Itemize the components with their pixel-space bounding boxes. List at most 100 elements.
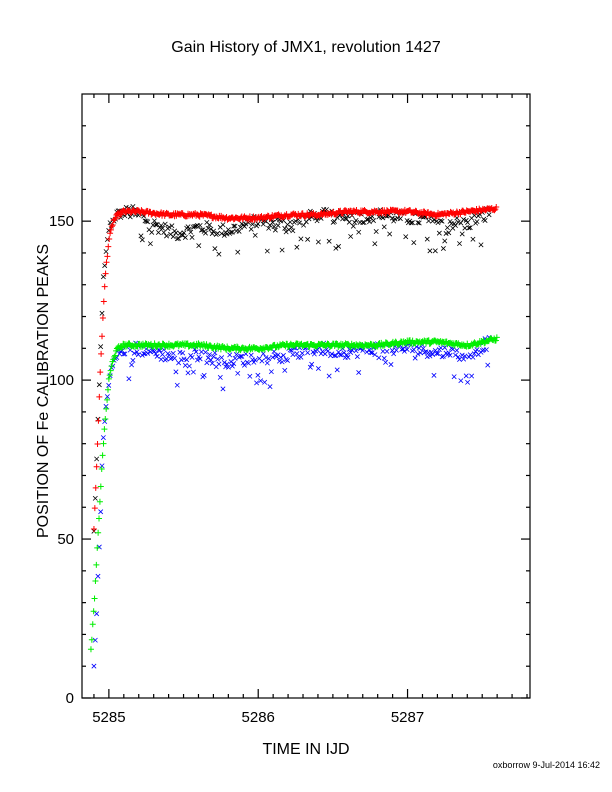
data-marker-2 [345, 354, 351, 360]
data-marker-0 [100, 274, 106, 280]
data-marker-0 [442, 238, 448, 244]
data-marker-2 [193, 349, 199, 355]
data-marker-0 [208, 226, 214, 232]
data-marker-2 [401, 348, 407, 354]
fit-marker-1 [275, 211, 282, 218]
data-marker-0 [305, 236, 311, 242]
data-marker-2 [172, 355, 178, 361]
data-marker-2 [418, 350, 424, 356]
data-marker-2 [298, 354, 304, 360]
data-marker-0 [193, 223, 199, 229]
fit-marker-1 [91, 505, 98, 512]
fit-marker-3 [493, 334, 500, 341]
x-tick-label: 5287 [391, 709, 424, 726]
series-3 [87, 334, 500, 653]
fit-marker-1 [109, 221, 116, 228]
chart-title: Gain History of JMX1, revolution 1427 [171, 39, 441, 56]
fit-marker-3 [104, 386, 111, 393]
data-marker-0 [470, 236, 476, 242]
data-marker-2 [422, 349, 428, 355]
fit-marker-1 [96, 393, 103, 400]
data-marker-2 [102, 419, 108, 425]
data-marker-0 [174, 236, 180, 242]
fit-marker-3 [142, 340, 149, 347]
data-marker-0 [99, 310, 105, 316]
data-marker-0 [158, 222, 164, 228]
data-marker-2 [325, 348, 331, 354]
data-marker-2 [372, 352, 378, 358]
data-marker-0 [346, 219, 352, 225]
data-marker-2 [209, 360, 215, 366]
data-marker-2 [96, 544, 102, 550]
fit-marker-1 [101, 283, 108, 290]
data-marker-2 [98, 509, 104, 515]
data-marker-0 [461, 217, 467, 223]
data-marker-0 [380, 215, 386, 221]
data-marker-2 [416, 345, 422, 351]
data-marker-0 [96, 382, 102, 388]
data-marker-0 [143, 218, 149, 224]
data-marker-2 [95, 573, 101, 579]
data-marker-0 [298, 236, 304, 242]
fit-marker-3 [119, 344, 126, 351]
axis-ticks [82, 94, 530, 699]
data-marker-2 [446, 350, 452, 356]
data-marker-2 [279, 359, 285, 365]
data-marker-2 [231, 361, 237, 367]
data-marker-0 [190, 224, 196, 230]
data-marker-2 [393, 347, 399, 353]
fit-marker-1 [98, 350, 105, 357]
fit-marker-1 [99, 333, 106, 340]
data-marker-0 [264, 248, 270, 254]
plot-frame [81, 93, 531, 699]
fit-marker-3 [106, 372, 113, 379]
data-marker-0 [438, 218, 444, 224]
data-marker-0 [301, 222, 307, 228]
data-marker-2 [412, 355, 418, 361]
data-marker-2 [266, 356, 272, 362]
data-marker-2 [251, 359, 257, 365]
data-marker-2 [185, 370, 191, 376]
data-marker-2 [180, 350, 186, 356]
fit-marker-3 [89, 621, 96, 628]
data-marker-2 [341, 350, 347, 356]
data-marker-0 [289, 224, 294, 230]
x-tick-label: 5286 [242, 709, 275, 726]
data-marker-0 [294, 244, 300, 250]
data-marker-0 [92, 495, 98, 501]
data-marker-0 [248, 226, 254, 232]
data-marker-0 [372, 241, 378, 247]
data-marker-2 [485, 362, 491, 368]
data-marker-0 [323, 207, 329, 213]
data-marker-2 [104, 394, 110, 400]
data-marker-2 [431, 372, 437, 378]
series-0 [91, 204, 492, 534]
data-marker-2 [197, 356, 203, 362]
data-marker-0 [228, 229, 234, 235]
fit-marker-3 [99, 452, 106, 459]
fit-marker-3 [102, 416, 109, 423]
axis-tick-labels: 5285 5286 5287 0 50 100 150 [49, 213, 424, 726]
data-marker-2 [220, 386, 226, 392]
data-marker-2 [228, 359, 234, 365]
data-marker-0 [373, 229, 379, 235]
data-marker-0 [275, 223, 281, 229]
data-marker-0 [138, 233, 144, 239]
fit-marker-1 [103, 259, 110, 266]
data-marker-2 [465, 379, 471, 385]
data-marker-0 [478, 242, 484, 248]
data-marker-2 [99, 463, 105, 469]
data-marker-0 [166, 224, 172, 230]
data-marker-2 [229, 363, 235, 369]
data-marker-2 [435, 350, 441, 356]
fit-marker-3 [100, 440, 107, 447]
data-marker-0 [465, 219, 471, 225]
data-marker-2 [198, 349, 204, 355]
data-marker-2 [254, 380, 260, 386]
data-marker-2 [147, 349, 153, 355]
data-marker-0 [467, 225, 473, 231]
data-marker-0 [219, 231, 225, 237]
data-marker-0 [424, 236, 430, 242]
fit-marker-1 [117, 211, 124, 218]
